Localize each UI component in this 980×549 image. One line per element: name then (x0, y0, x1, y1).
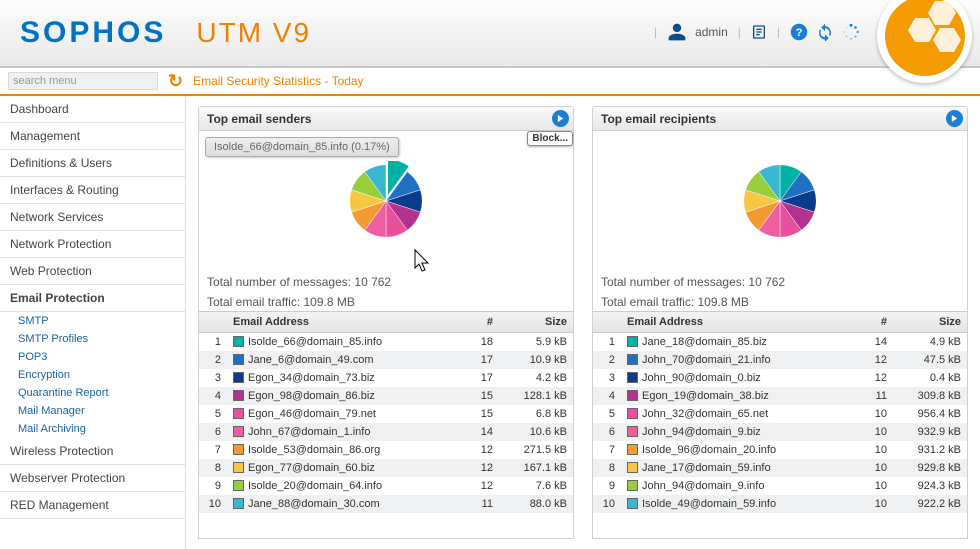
table-row[interactable]: 9 John_94@domain_9.info 10 924.3 kB (593, 477, 967, 495)
separator: | (654, 25, 657, 39)
table-row[interactable]: 10 Isolde_49@domain_59.info 10 922.2 kB (593, 495, 967, 513)
breadcrumb: Email Security Statistics - Today (193, 74, 364, 88)
col-count[interactable]: # (453, 312, 499, 333)
table-row[interactable]: 10 Jane_88@domain_30.com 11 88.0 kB (199, 495, 573, 513)
col-size[interactable]: Size (499, 312, 573, 333)
col-email[interactable]: Email Address (621, 312, 847, 333)
product-name: UTM V9 (196, 17, 311, 49)
table-row[interactable]: 1 Jane_18@domain_85.biz 14 4.9 kB (593, 333, 967, 352)
notes-icon[interactable] (751, 24, 767, 40)
svg-text:?: ? (796, 27, 803, 39)
header-tools: | admin | | ? (652, 22, 860, 42)
cursor-icon (410, 248, 432, 277)
subnav-smtp[interactable]: SMTP (0, 312, 185, 330)
busy-icon (842, 23, 860, 41)
search-refresh-icon[interactable]: ↻ (168, 71, 183, 92)
main-area: Top email senders Block... Isolde_66@dom… (186, 96, 980, 549)
subnav-encryption[interactable]: Encryption (0, 366, 185, 384)
chart-tooltip: Isolde_66@domain_85.info (0.17%) (205, 137, 399, 157)
subnav-mail-manager[interactable]: Mail Manager (0, 402, 185, 420)
nav-item-network-services[interactable]: Network Services (0, 204, 185, 231)
nav-item-email-protection[interactable]: Email Protection (0, 285, 185, 312)
sidebar: DashboardManagementDefinitions & UsersIn… (0, 96, 186, 549)
subnav-quarantine-report[interactable]: Quarantine Report (0, 384, 185, 402)
table-row[interactable]: 2 Jane_6@domain_49.com 17 10.9 kB (199, 351, 573, 369)
nav-item-network-protection[interactable]: Network Protection (0, 231, 185, 258)
separator: | (777, 25, 780, 39)
panel-go-button[interactable] (552, 110, 569, 127)
data-table: Email Address # Size 1 Isolde_66@domain_… (199, 311, 573, 513)
table-row[interactable]: 4 Egon_19@domain_38.biz 11 309.8 kB (593, 387, 967, 405)
table-row[interactable]: 4 Egon_98@domain_86.biz 15 128.1 kB (199, 387, 573, 405)
table-row[interactable]: 8 Jane_17@domain_59.info 10 929.8 kB (593, 459, 967, 477)
nav-item-interfaces-routing[interactable]: Interfaces & Routing (0, 177, 185, 204)
table-row[interactable]: 1 Isolde_66@domain_85.info 18 5.9 kB (199, 333, 573, 352)
separator: | (738, 25, 741, 39)
table-row[interactable]: 3 John_90@domain_0.biz 12 0.4 kB (593, 369, 967, 387)
totals-traffic: Total email traffic: 109.8 MB (593, 291, 967, 311)
top-recipients-panel: Top email recipients Total number of mes… (592, 106, 968, 539)
vendor-logo: SOPHOS (20, 16, 166, 50)
table-row[interactable]: 7 Isolde_53@domain_86.org 12 271.5 kB (199, 441, 573, 459)
search-placeholder: search menu (13, 75, 77, 87)
nav-item-management[interactable]: Management (0, 123, 185, 150)
panel-header: Top email senders Block... (199, 107, 573, 131)
table-row[interactable]: 3 Egon_34@domain_73.biz 17 4.2 kB (199, 369, 573, 387)
toolbar: search menu ↻ Email Security Statistics … (0, 68, 980, 96)
top-senders-panel: Top email senders Block... Isolde_66@dom… (198, 106, 574, 539)
pie-chart[interactable] (593, 131, 967, 271)
data-table: Email Address # Size 1 Jane_18@domain_85… (593, 311, 967, 513)
nav-item-red-management[interactable]: RED Management (0, 492, 185, 519)
panel-title: Top email recipients (601, 112, 716, 126)
totals-messages: Total number of messages: 10 762 (593, 271, 967, 291)
subnav-mail-archiving[interactable]: Mail Archiving (0, 420, 185, 438)
totals-traffic: Total email traffic: 109.8 MB (199, 291, 573, 311)
reload-icon[interactable] (816, 23, 834, 41)
table-row[interactable]: 6 John_94@domain_9.biz 10 932.9 kB (593, 423, 967, 441)
col-count[interactable]: # (847, 312, 893, 333)
nav-item-wireless-protection[interactable]: Wireless Protection (0, 438, 185, 465)
user-icon (667, 22, 687, 42)
nav-item-webserver-protection[interactable]: Webserver Protection (0, 465, 185, 492)
content: DashboardManagementDefinitions & UsersIn… (0, 96, 980, 549)
table-row[interactable]: 5 Egon_46@domain_79.net 15 6.8 kB (199, 405, 573, 423)
table-row[interactable]: 8 Egon_77@domain_60.biz 12 167.1 kB (199, 459, 573, 477)
col-email[interactable]: Email Address (227, 312, 453, 333)
help-icon[interactable]: ? (790, 23, 808, 41)
nav-item-definitions-users[interactable]: Definitions & Users (0, 150, 185, 177)
table-row[interactable]: 5 John_32@domain_65.net 10 956.4 kB (593, 405, 967, 423)
totals-messages: Total number of messages: 10 762 (199, 271, 573, 291)
nav-item-dashboard[interactable]: Dashboard (0, 96, 185, 123)
subnav-pop3[interactable]: POP3 (0, 348, 185, 366)
username[interactable]: admin (695, 25, 728, 39)
panel-title: Top email senders (207, 112, 311, 126)
table-row[interactable]: 2 John_70@domain_21.info 12 47.5 kB (593, 351, 967, 369)
search-input[interactable]: search menu (8, 72, 158, 90)
page-header: SOPHOS UTM V9 | admin | | ? (0, 0, 980, 68)
panel-go-button[interactable] (946, 110, 963, 127)
subnav-smtp-profiles[interactable]: SMTP Profiles (0, 330, 185, 348)
nav-item-web-protection[interactable]: Web Protection (0, 258, 185, 285)
col-size[interactable]: Size (893, 312, 967, 333)
pie-chart[interactable]: Isolde_66@domain_85.info (0.17%) (199, 131, 573, 271)
table-row[interactable]: 6 John_67@domain_1.info 14 10.6 kB (199, 423, 573, 441)
panel-header: Top email recipients (593, 107, 967, 131)
table-row[interactable]: 9 Isolde_20@domain_64.info 12 7.6 kB (199, 477, 573, 495)
table-row[interactable]: 7 Isolde_96@domain_20.info 10 931.2 kB (593, 441, 967, 459)
